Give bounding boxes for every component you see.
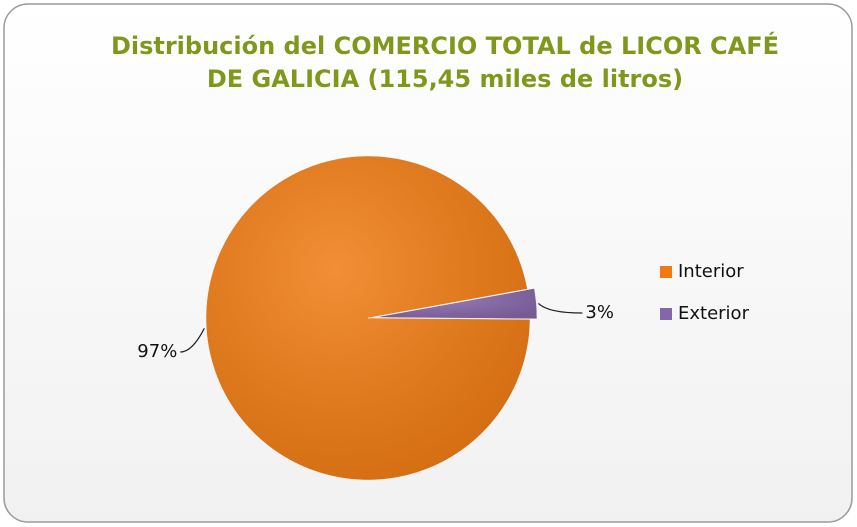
legend-label: Interior [678, 261, 744, 282]
leader-line [180, 328, 205, 353]
legend-label: Exterior [678, 303, 750, 324]
legend-swatch [660, 266, 672, 278]
data-label: 97% [137, 341, 177, 362]
slice-shade [374, 288, 537, 319]
chart-title: Distribución del COMERCIO TOTAL de LICOR… [110, 32, 780, 93]
data-label: 3% [585, 302, 614, 323]
leader-line [537, 302, 583, 314]
legend-swatch [660, 308, 672, 320]
slice-shade [205, 155, 530, 480]
